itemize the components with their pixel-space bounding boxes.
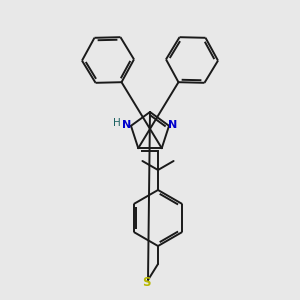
- Text: H: H: [113, 118, 121, 128]
- Text: N: N: [122, 120, 132, 130]
- Text: S: S: [142, 277, 150, 290]
- Text: N: N: [168, 120, 178, 130]
